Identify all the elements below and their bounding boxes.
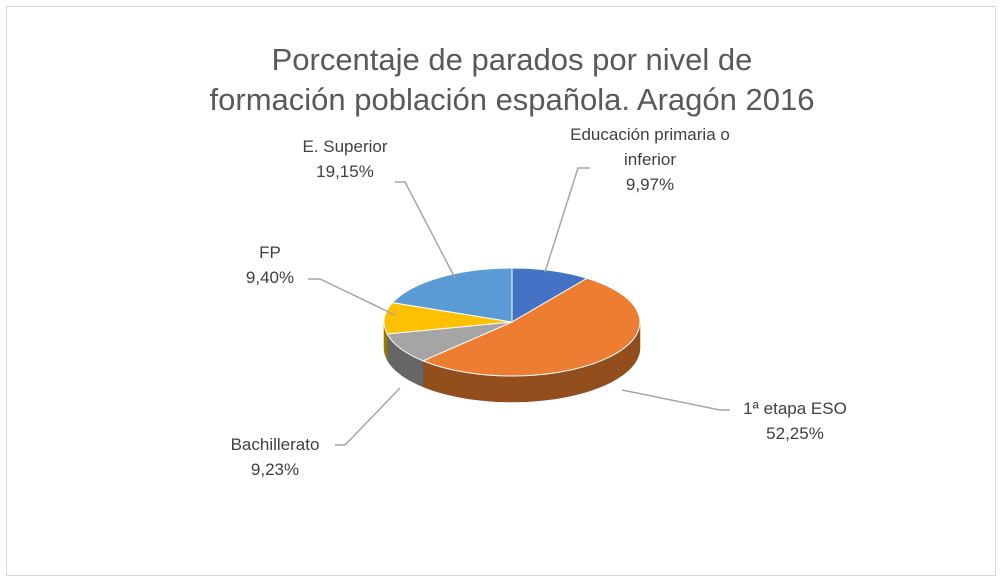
data-label: 1ª etapa ESO 52,25% [720, 396, 870, 446]
leader-line [621, 389, 730, 411]
data-label: E. Superior 19,15% [275, 134, 415, 184]
data-label: Bachillerato 9,23% [200, 432, 350, 482]
label-value: 9,97% [625, 175, 675, 194]
leader-line [395, 181, 456, 279]
label-category: FP [259, 243, 281, 262]
pie-slice [511, 267, 589, 323]
pie-slice [383, 302, 513, 335]
data-label: FP 9,40% [215, 240, 325, 290]
data-label: Educación primaria o inferior 9,97% [555, 122, 745, 197]
chart-title: Porcentaje de parados por nivel de forma… [209, 42, 815, 117]
chart-frame [6, 6, 996, 576]
pie-slice [391, 267, 513, 323]
label-category: E. Superior [302, 137, 388, 156]
label-value: 9,23% [250, 460, 300, 479]
leader-line [335, 387, 401, 446]
label-category: Educación primaria o inferior [570, 125, 730, 169]
leader-lines [308, 167, 730, 446]
label-category: 1ª etapa ESO [743, 399, 847, 418]
label-value: 9,40% [245, 268, 295, 287]
label-value: 19,15% [316, 162, 374, 181]
leader-line [544, 167, 590, 273]
leader-line [308, 278, 396, 316]
label-category: Bachillerato [230, 435, 320, 454]
label-value: 52,25% [766, 424, 824, 443]
pie-slice [421, 277, 641, 377]
